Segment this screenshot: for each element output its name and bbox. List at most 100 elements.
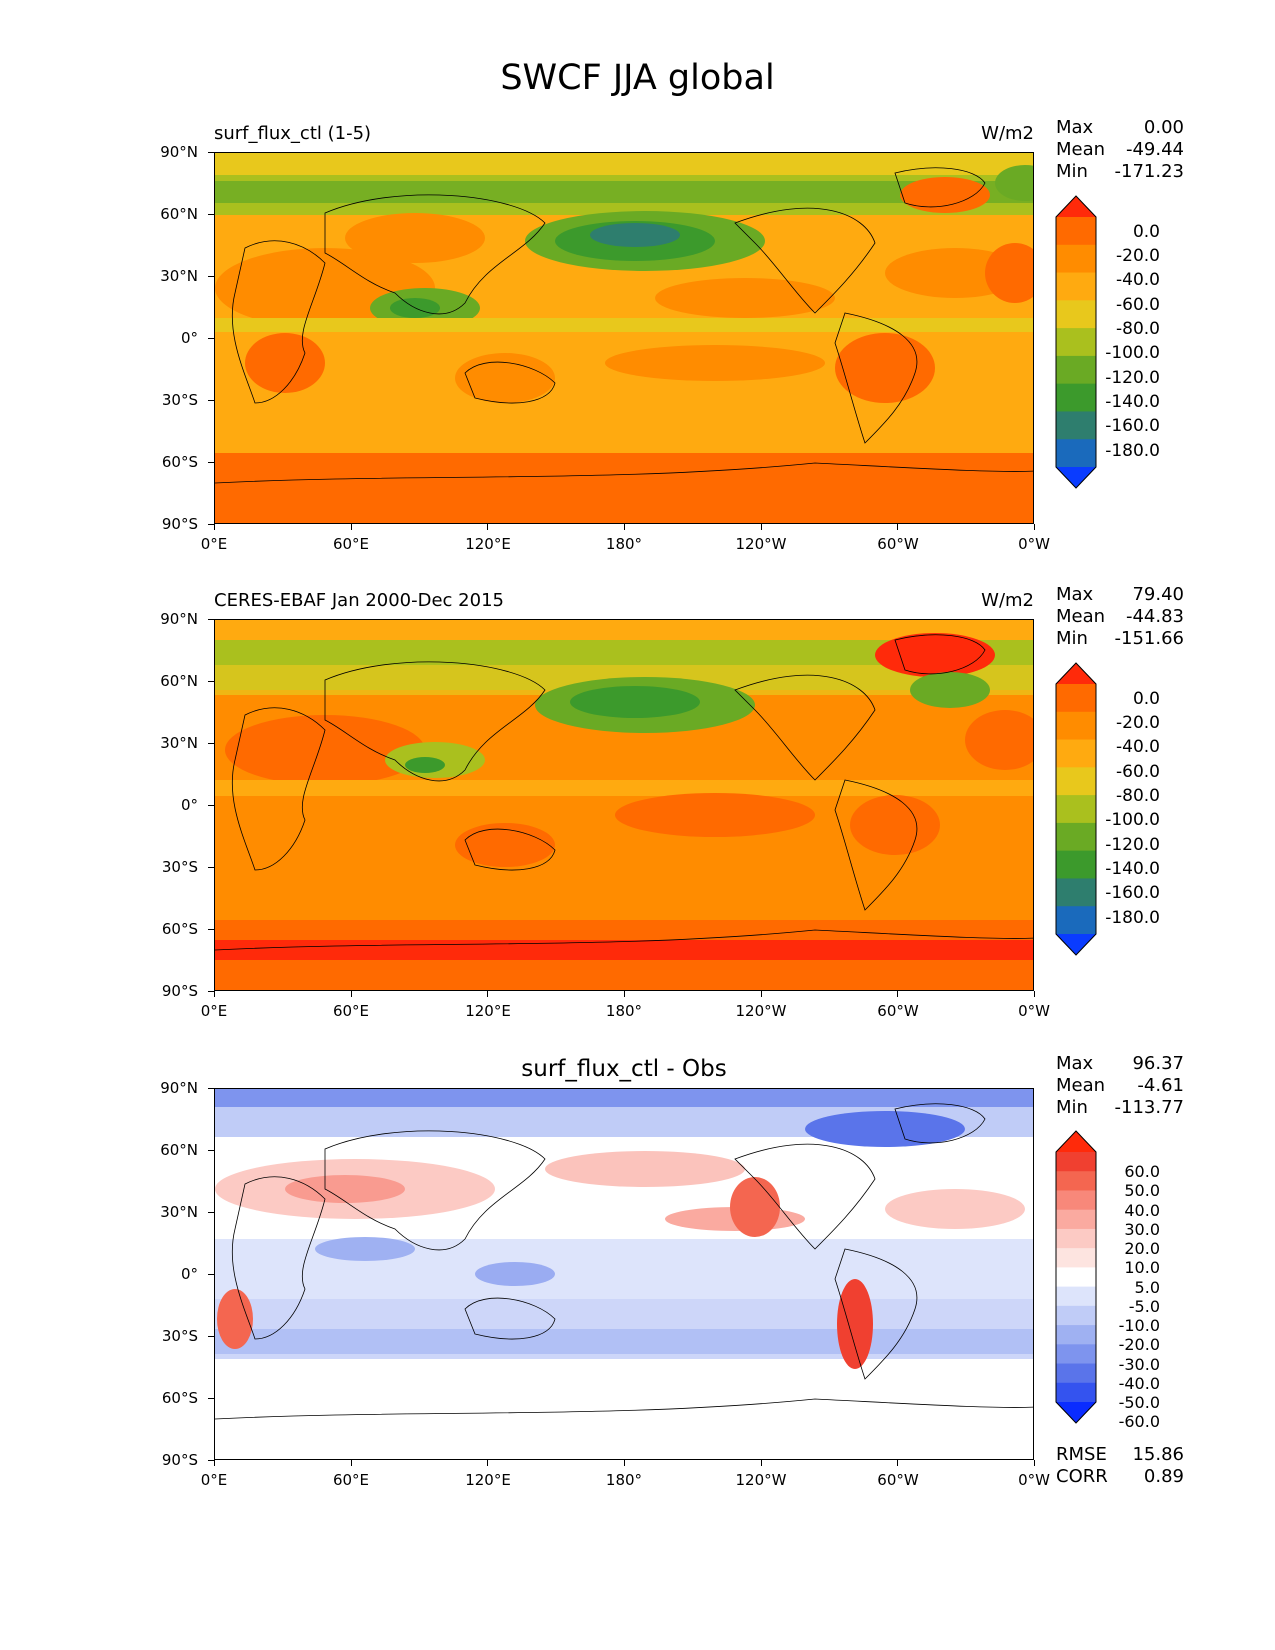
panel3-ytick: 60°N <box>160 1141 198 1159</box>
colorbar-swatch <box>1056 739 1096 768</box>
panel2-xtick: 120°E <box>465 1002 511 1020</box>
colorbar-swatch <box>1056 355 1096 385</box>
colorbar-outline <box>1055 662 1097 956</box>
colorbar-label: -80.0 <box>1116 319 1160 339</box>
colorbar-swatches <box>1055 1130 1097 1424</box>
panel1-colorbar <box>1054 195 1098 493</box>
panel1-xtick: 60°E <box>332 535 370 553</box>
ytick-mark <box>208 867 214 868</box>
colorbar-swatch <box>1056 1171 1096 1191</box>
colorbar-label: -60.0 <box>1116 762 1160 782</box>
colorbar-swatch <box>1056 878 1096 907</box>
ytick-mark <box>208 1336 214 1337</box>
colorbar-label: -50.0 <box>1118 1393 1160 1412</box>
panel1-units: W/m2 <box>981 123 1034 144</box>
panel1-xtick: 0°E <box>200 535 228 553</box>
xtick-mark <box>624 1460 625 1466</box>
colorbar-label: -5.0 <box>1128 1296 1160 1316</box>
ytick-mark <box>208 1150 214 1151</box>
colorbar-swatch <box>1056 383 1096 412</box>
stat-label: Mean <box>1056 1075 1106 1096</box>
ytick-mark <box>208 338 214 339</box>
panel2-xtick: 120°W <box>735 1002 787 1020</box>
colorbar-swatch <box>1056 822 1096 852</box>
ytick-mark <box>208 152 214 153</box>
colorbar-extend-top <box>1056 663 1096 684</box>
stat-max: 0.00 <box>1143 117 1184 138</box>
panel1-xtick: 120°E <box>465 535 511 553</box>
colorbar-swatch <box>1056 411 1096 440</box>
panel2-xtick: 60°W <box>877 1002 919 1020</box>
xtick-mark <box>624 524 625 530</box>
xtick-mark <box>487 1460 489 1466</box>
colorbar-extend-bottom <box>1056 1402 1096 1423</box>
colorbar-swatch <box>1056 1209 1096 1230</box>
colorbar-label: -100.0 <box>1105 810 1160 830</box>
panel2-title: CERES-EBAF Jan 2000-Dec 2015 <box>214 590 504 611</box>
colorbar-outline <box>1055 195 1097 489</box>
rmse-label: RMSE <box>1056 1444 1107 1465</box>
xtick-mark <box>487 524 489 530</box>
colorbar-label: -180.0 <box>1105 908 1160 928</box>
panel3-ytick: 30°S <box>161 1327 198 1345</box>
colorbar-label: -30.0 <box>1118 1354 1160 1374</box>
panel2-units: W/m2 <box>981 590 1034 611</box>
xtick-mark <box>760 524 762 530</box>
ytick-mark <box>208 1398 214 1399</box>
colorbar-swatch <box>1056 711 1096 741</box>
ytick-mark <box>208 929 214 930</box>
colorbar-swatch <box>1056 439 1096 468</box>
colorbar-label: -60.0 <box>1118 1412 1160 1432</box>
panel1-field <box>215 153 1033 523</box>
colorbar-swatch <box>1056 906 1096 935</box>
colorbar-swatch <box>1056 1286 1096 1307</box>
panel3-ytick: 0° <box>180 1265 198 1283</box>
colorbar-swatch <box>1056 217 1096 246</box>
panel3-xtick: 60°E <box>332 1471 370 1489</box>
colorbar-label: -10.0 <box>1118 1316 1160 1336</box>
stat-min: -113.77 <box>1114 1097 1184 1118</box>
xtick-mark <box>1034 524 1036 530</box>
panel2-stats: Max 79.40 Mean -44.83 Min -151.66 <box>1056 584 1184 650</box>
panel3-xtick: 0°E <box>200 1471 228 1489</box>
panel3-title: surf_flux_ctl - Obs <box>521 1056 727 1082</box>
colorbar-swatch <box>1056 1248 1096 1268</box>
ytick-mark <box>208 805 214 806</box>
colorbar-label: -40.0 <box>1116 270 1160 290</box>
colorbar-label: -120.0 <box>1105 368 1160 388</box>
colorbar-extend-bottom <box>1056 467 1096 488</box>
ytick-mark <box>208 276 214 277</box>
colorbar-swatches <box>1055 662 1097 956</box>
panel2-xtick: 0°W <box>1018 1002 1050 1020</box>
panel3-xtick: 180° <box>605 1471 643 1489</box>
panel2-ytick: 90°S <box>161 982 198 1000</box>
colorbar-label: -100.0 <box>1105 343 1160 363</box>
panel1-ytick: 30°S <box>161 391 198 409</box>
xtick-mark <box>897 524 899 530</box>
stat-mean: -49.44 <box>1125 139 1184 160</box>
panel3-ytick: 30°N <box>160 1203 198 1221</box>
panel2-ytick: 0° <box>180 796 198 814</box>
stat-label: Min <box>1056 1097 1088 1118</box>
colorbar-swatch <box>1056 850 1096 879</box>
colorbar-label: 60.0 <box>1124 1162 1160 1182</box>
colorbar-label: 40.0 <box>1124 1200 1160 1220</box>
ytick-mark <box>208 214 214 215</box>
stat-max: 96.37 <box>1132 1053 1184 1074</box>
colorbar-swatch <box>1056 1363 1096 1384</box>
colorbar-extend-bottom <box>1056 934 1096 955</box>
colorbar-swatch <box>1056 767 1096 796</box>
ytick-mark <box>208 619 214 620</box>
panel3-stats: Max 96.37 Mean -4.61 Min -113.77 <box>1056 1053 1184 1119</box>
colorbar-swatches <box>1055 195 1097 489</box>
colorbar-swatch <box>1056 1325 1096 1345</box>
colorbar-swatch <box>1056 1305 1096 1326</box>
panel1-ytick: 90°N <box>160 143 198 161</box>
colorbar-swatch <box>1056 272 1096 301</box>
stat-label: Min <box>1056 628 1088 649</box>
colorbar-label: -160.0 <box>1105 883 1160 903</box>
colorbar-swatch <box>1056 1267 1096 1288</box>
colorbar-label: 50.0 <box>1124 1181 1160 1201</box>
panel3-colorbar <box>1054 1130 1098 1428</box>
colorbar-label: 5.0 <box>1134 1277 1160 1297</box>
